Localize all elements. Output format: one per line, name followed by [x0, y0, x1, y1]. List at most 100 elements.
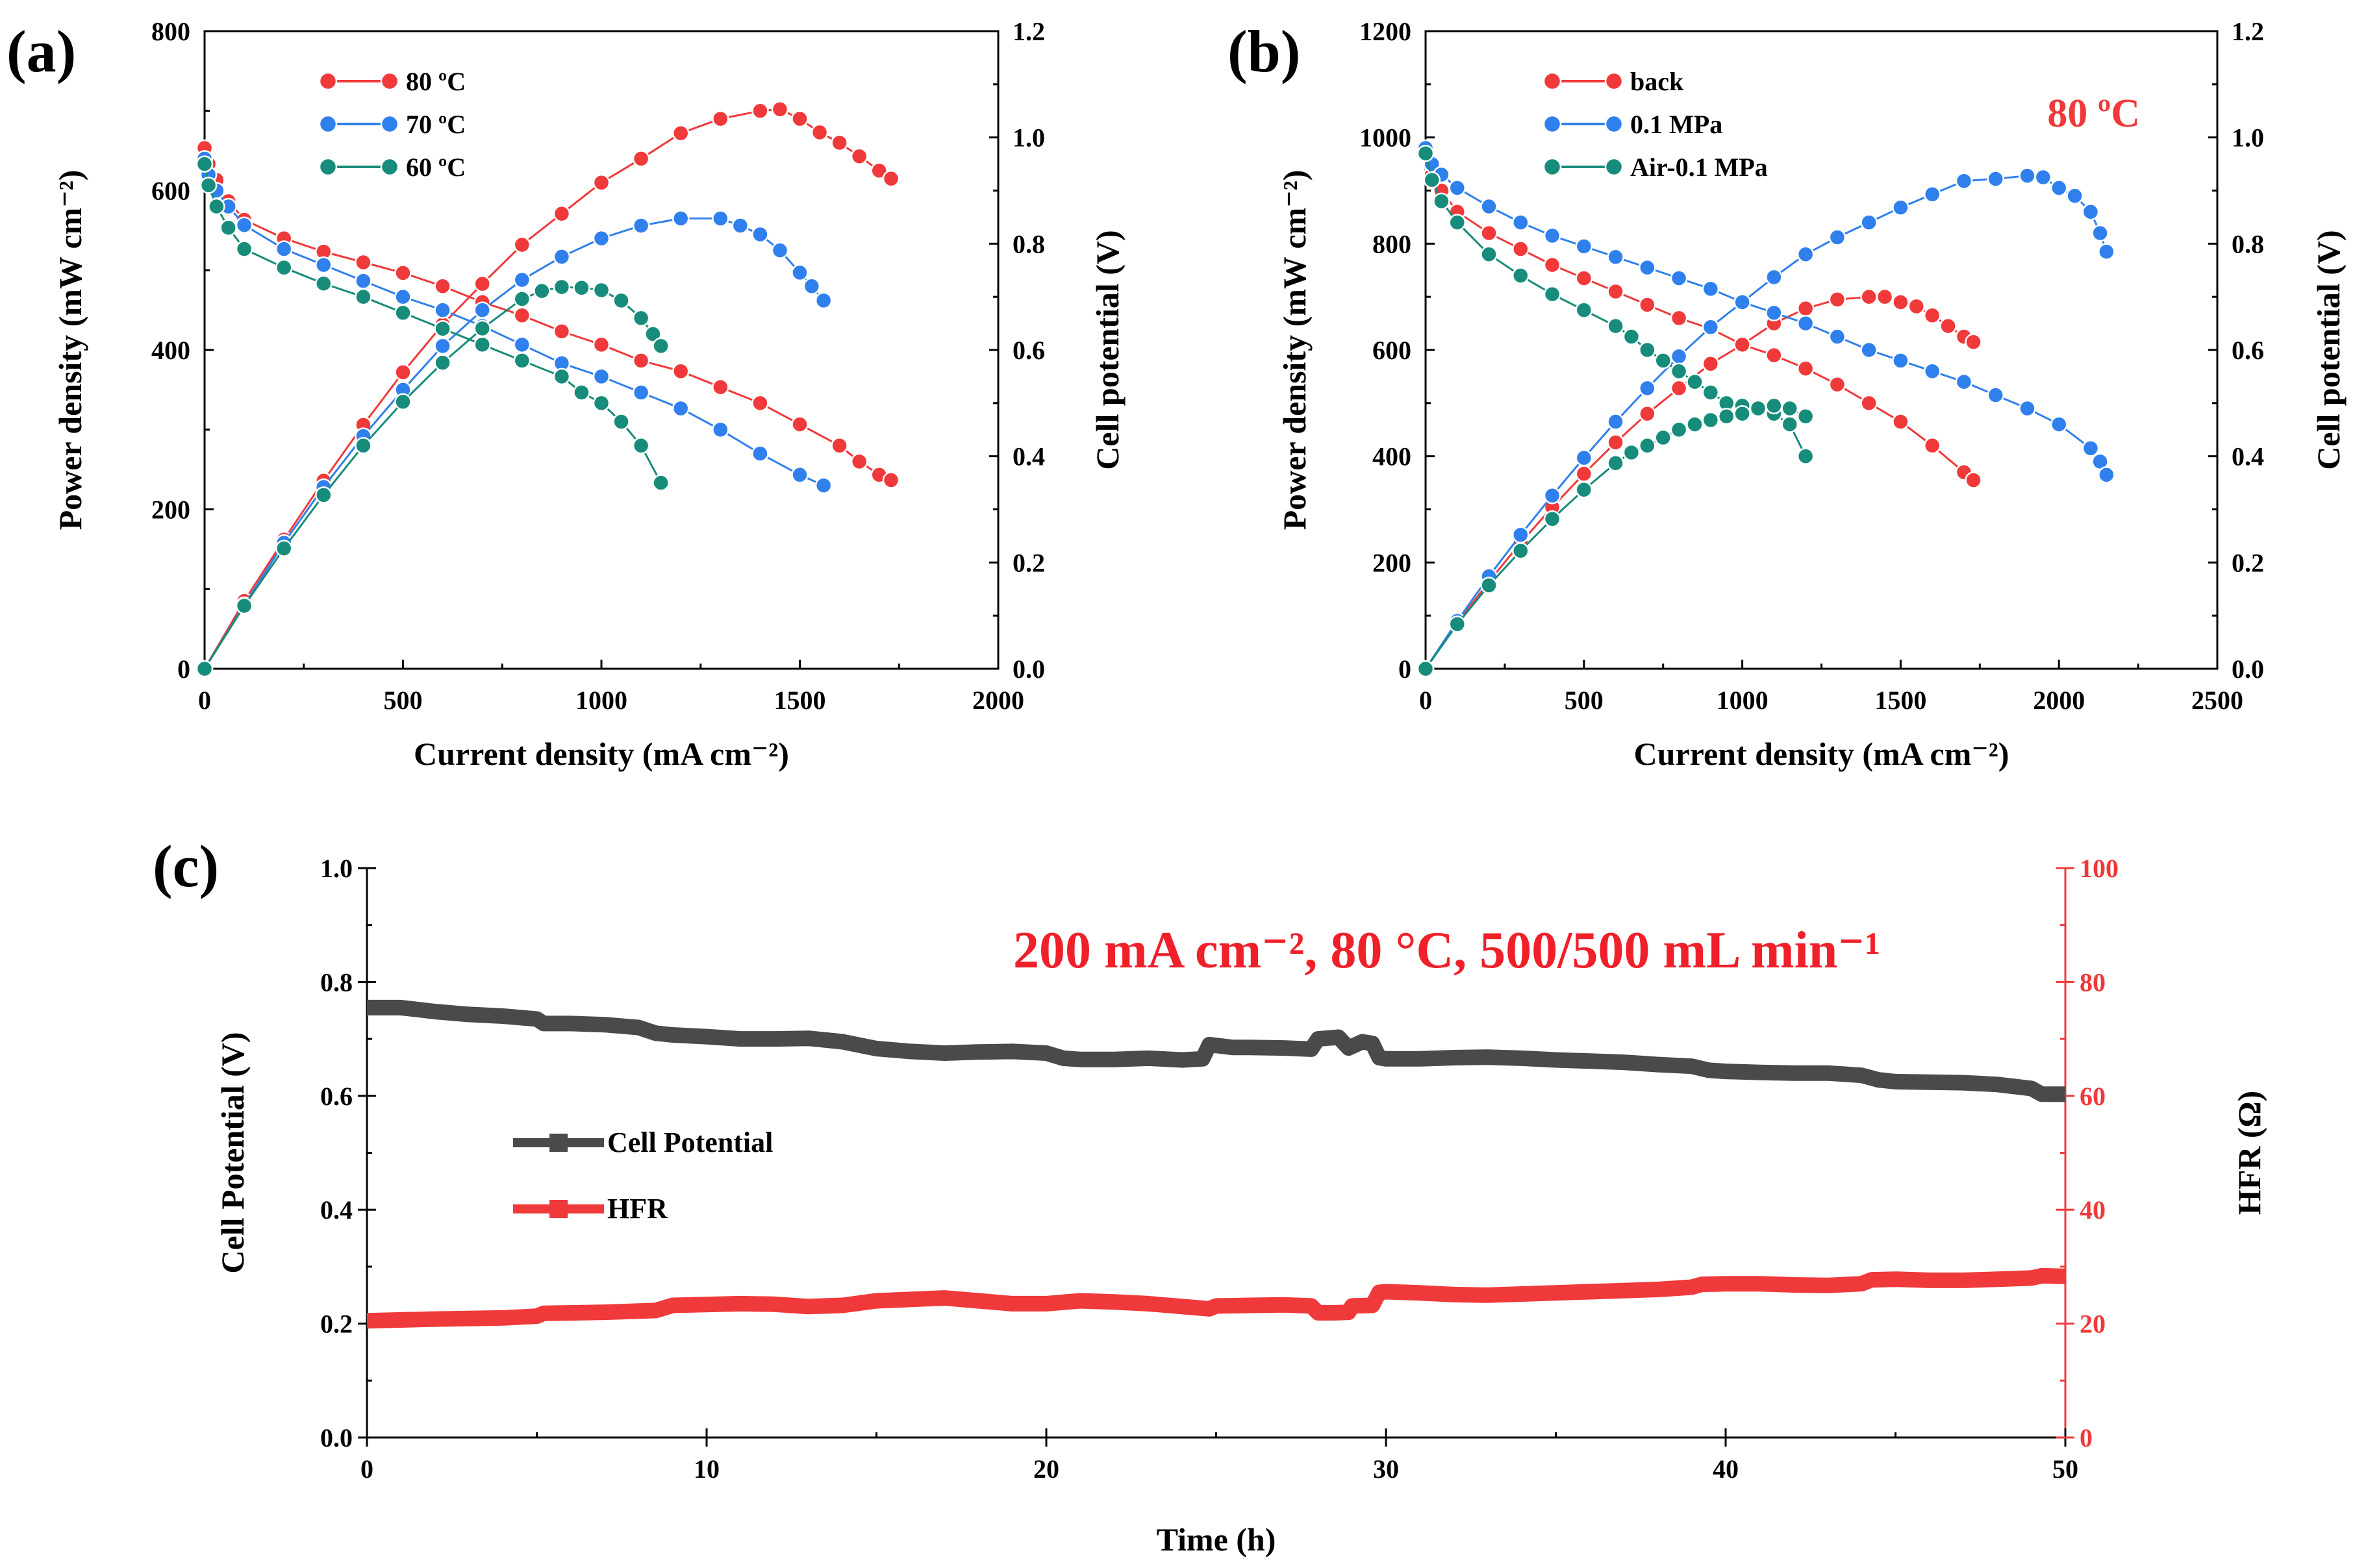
- power-point: [712, 110, 729, 128]
- potential-point: [1670, 269, 1688, 287]
- y-right-tick-label: 1.2: [2232, 17, 2264, 46]
- potential-point: [208, 197, 225, 216]
- power-point: [1417, 660, 1435, 678]
- power-point: [791, 264, 809, 282]
- y-right-tick-label: 0.4: [1013, 442, 1045, 471]
- y-left-tick-label: 400: [1372, 442, 1411, 471]
- potential-point: [672, 362, 690, 380]
- power-point: [771, 242, 789, 259]
- power-point: [1622, 443, 1641, 462]
- power-point: [553, 248, 571, 266]
- legend-marker: [1604, 71, 1624, 91]
- y-right-tick-label: 0.4: [2232, 442, 2264, 471]
- legend-label: 70 ºC: [406, 110, 466, 139]
- potential-point: [831, 437, 848, 454]
- power-point: [1575, 480, 1593, 499]
- potential-point: [1480, 245, 1498, 263]
- potential-point: [592, 336, 611, 354]
- potential-point: [1543, 285, 1561, 303]
- potential-point: [751, 394, 769, 412]
- y-right-tick-label: 20: [2080, 1310, 2106, 1339]
- potential-point: [355, 288, 372, 306]
- power-point: [195, 660, 214, 678]
- potential-point: [1796, 314, 1815, 332]
- power-point: [553, 278, 571, 296]
- potential-point: [394, 304, 412, 321]
- power-point: [1796, 245, 1815, 263]
- potential-point: [592, 394, 611, 412]
- potential-point: [652, 474, 670, 492]
- y-right-tick-label: 80: [2080, 967, 2106, 997]
- potential-point: [1480, 224, 1498, 242]
- series-60-c: [195, 155, 670, 678]
- x-tick-label: 40: [1713, 1454, 1739, 1484]
- power-point: [513, 290, 531, 308]
- power-point: [850, 147, 868, 165]
- series-0-1-mpa: [1417, 139, 2115, 678]
- power-point: [1670, 347, 1688, 366]
- potential-curve: [203, 158, 824, 487]
- legend-label: 60 ºC: [406, 153, 466, 182]
- power-point: [1639, 404, 1656, 423]
- potential-point: [513, 306, 531, 325]
- series-back: [1417, 139, 1982, 678]
- power-curve: [203, 286, 662, 669]
- potential-point: [513, 352, 531, 369]
- power-point: [434, 337, 451, 355]
- potential-point: [195, 155, 214, 173]
- power-point: [632, 150, 650, 168]
- y-right-tick-label: 100: [2080, 854, 2119, 883]
- legend-label: Cell Potential: [607, 1126, 773, 1158]
- potential-curve: [203, 147, 892, 481]
- y-left-tick-label: 400: [151, 336, 190, 365]
- power-point: [1781, 399, 1798, 417]
- potential-point: [199, 177, 218, 194]
- potential-point: [434, 277, 451, 295]
- potential-point: [791, 416, 809, 433]
- x-tick-label: 1000: [1717, 686, 1769, 715]
- potential-point: [1448, 179, 1467, 197]
- legend-marker: [1543, 157, 1562, 177]
- series-80-c: [195, 101, 900, 678]
- potential-point: [1639, 258, 1656, 277]
- potential-point: [553, 323, 571, 340]
- y-left-tick-label: 0.2: [320, 1310, 353, 1339]
- potential-point: [1923, 362, 1941, 380]
- legend-marker: [380, 157, 399, 177]
- power-point: [573, 279, 590, 297]
- potential-point: [2019, 399, 2036, 417]
- power-point: [1955, 172, 1973, 190]
- y-right-tick-label: 1.0: [2232, 123, 2264, 153]
- legend-label: back: [1630, 67, 1684, 96]
- panel-a: (a) 0 500 1000 1500 2000 0 200 400 600 800 0.0 0.2 0.…: [6, 17, 1126, 772]
- potential-point: [1965, 471, 1982, 489]
- power-point: [1733, 404, 1751, 423]
- power-point: [1860, 288, 1878, 306]
- potential-point: [1423, 171, 1441, 189]
- panel-label: (a): [6, 18, 76, 84]
- potential-point: [592, 367, 611, 386]
- potential-point: [1654, 352, 1672, 369]
- power-point: [2098, 243, 2115, 260]
- y-right-tick-label: 40: [2080, 1195, 2106, 1225]
- x-tick-label: 0: [198, 686, 211, 715]
- power-point: [1860, 214, 1878, 231]
- power-point: [1480, 577, 1498, 594]
- x-tick-label: 500: [384, 686, 423, 715]
- y-left-tick-label: 200: [1372, 548, 1411, 577]
- y-left-tick-label: 0: [177, 654, 190, 684]
- power-point: [1607, 434, 1624, 451]
- power-point: [2050, 179, 2068, 197]
- power-point: [1765, 268, 1783, 286]
- power-point: [814, 292, 833, 310]
- power-point: [1639, 437, 1656, 454]
- power-point: [355, 437, 372, 454]
- y-right-tick-label: 0.6: [1013, 336, 1045, 365]
- power-point: [1670, 379, 1688, 397]
- power-point: [882, 169, 900, 188]
- y-right-tick-label: 0.2: [1013, 548, 1045, 577]
- legend-label: 0.1 MPa: [1630, 110, 1722, 139]
- power-point: [1512, 526, 1530, 544]
- y-right-tick-label: 0.8: [2232, 229, 2264, 258]
- chart-annotation: 200 mA cm⁻², 80 °C, 500/500 mL min⁻¹: [1013, 922, 1881, 979]
